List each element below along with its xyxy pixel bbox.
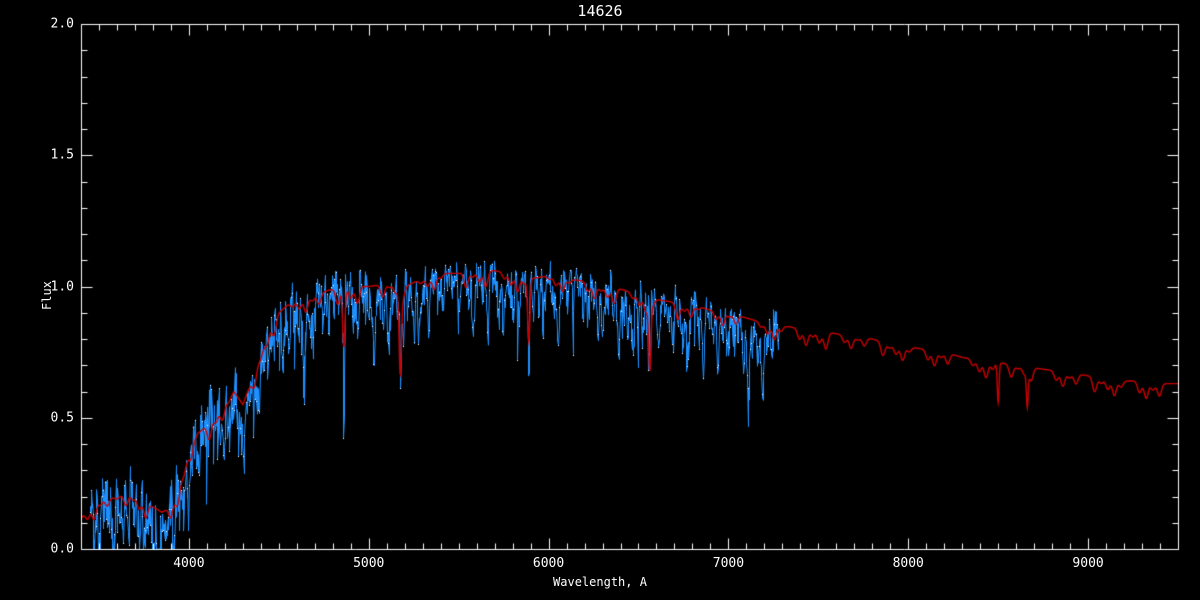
y-tick-label: 0.0 xyxy=(50,541,74,557)
y-tick-label: 1.0 xyxy=(50,279,74,294)
x-tick-label: 4000 xyxy=(173,556,205,571)
x-tick-label: 5000 xyxy=(353,556,385,571)
x-tick-label: 7000 xyxy=(712,556,745,571)
y-tick-label: 1.5 xyxy=(50,147,74,163)
y-tick-label: 0.5 xyxy=(50,410,74,426)
x-axis-label: Wavelength, A xyxy=(553,575,647,589)
x-tick-label: 8000 xyxy=(892,556,924,571)
x-tick-label: 6000 xyxy=(532,556,565,571)
plot-title: 14626 xyxy=(577,2,623,20)
x-tick-label: 9000 xyxy=(1072,556,1104,571)
y-tick-label: 2.0 xyxy=(50,16,74,32)
